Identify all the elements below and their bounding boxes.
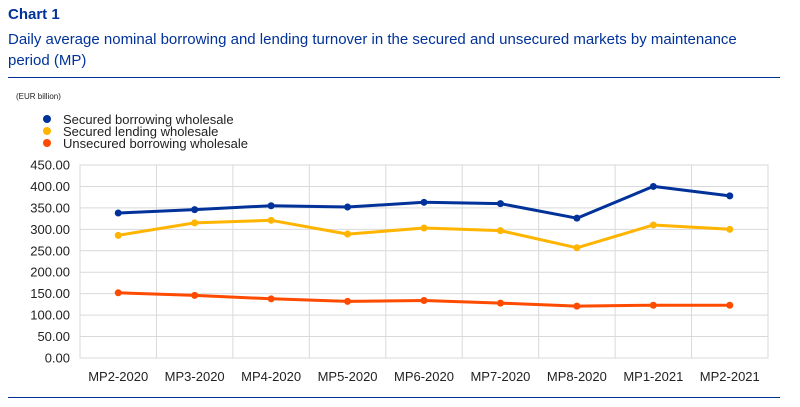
y-tick-label: 350.00 <box>30 200 70 215</box>
data-point <box>496 299 504 307</box>
x-tick-label: MP2-2020 <box>88 369 148 384</box>
x-tick-label: MP2-2021 <box>700 369 760 384</box>
x-tick-label: MP5-2020 <box>318 369 378 384</box>
data-point <box>344 297 352 305</box>
data-point <box>191 206 199 214</box>
data-point <box>726 225 734 233</box>
y-tick-label: 450.00 <box>30 158 70 173</box>
data-point <box>344 203 352 211</box>
chart-label: Chart 1 <box>8 6 60 23</box>
legend-item-secured-borrowing: Secured borrowing wholesale <box>43 111 248 127</box>
data-point <box>267 216 275 224</box>
legend-label: Unsecured borrowing wholesale <box>63 135 248 151</box>
y-tick-label: 250.00 <box>30 243 70 258</box>
y-tick-label: 50.00 <box>37 329 70 344</box>
x-tick-label: MP3-2020 <box>165 369 225 384</box>
data-point <box>573 302 581 310</box>
data-point <box>726 192 734 200</box>
y-tick-label: 150.00 <box>30 286 70 301</box>
y-tick-label: 100.00 <box>30 308 70 323</box>
legend-marker <box>43 127 51 135</box>
y-tick-label: 400.00 <box>30 179 70 194</box>
bottom-divider <box>8 397 780 398</box>
data-point <box>191 291 199 299</box>
chart-title: Daily average nominal borrowing and lend… <box>8 31 737 69</box>
y-tick-label: 300.00 <box>30 222 70 237</box>
data-point <box>420 297 428 305</box>
data-point <box>420 198 428 206</box>
y-tick-label: 0.00 <box>45 351 70 366</box>
data-point <box>114 231 122 239</box>
data-point <box>649 301 657 309</box>
unit-label: (EUR billion) <box>16 92 61 101</box>
x-tick-label: MP1-2021 <box>623 369 683 384</box>
legend-item-secured-lending: Secured lending wholesale <box>43 123 248 139</box>
series-line <box>117 218 730 250</box>
x-tick-label: MP8-2020 <box>547 369 607 384</box>
x-tick-label: MP7-2020 <box>470 369 530 384</box>
plot-area <box>79 164 769 359</box>
data-point <box>267 295 275 303</box>
data-point <box>114 289 122 297</box>
legend-label: Secured lending wholesale <box>63 123 219 139</box>
data-point <box>496 227 504 235</box>
data-point <box>573 244 581 252</box>
top-divider <box>8 77 780 78</box>
data-point <box>114 209 122 217</box>
legend: Secured borrowing wholesale Secured lend… <box>43 111 248 151</box>
y-tick-label: 200.00 <box>30 265 70 280</box>
data-point <box>420 224 428 232</box>
legend-marker <box>43 139 51 147</box>
legend-label: Secured borrowing wholesale <box>63 111 234 127</box>
data-point <box>496 200 504 208</box>
data-point <box>344 230 352 238</box>
data-point <box>573 214 581 222</box>
data-point <box>649 221 657 229</box>
data-point <box>726 301 734 309</box>
x-tick-label: MP4-2020 <box>241 369 301 384</box>
legend-item-unsecured-borrowing: Unsecured borrowing wholesale <box>43 135 248 151</box>
data-point <box>267 202 275 210</box>
data-point <box>191 219 199 227</box>
data-point <box>649 182 657 190</box>
x-tick-label: MP6-2020 <box>394 369 454 384</box>
legend-marker <box>43 115 51 123</box>
